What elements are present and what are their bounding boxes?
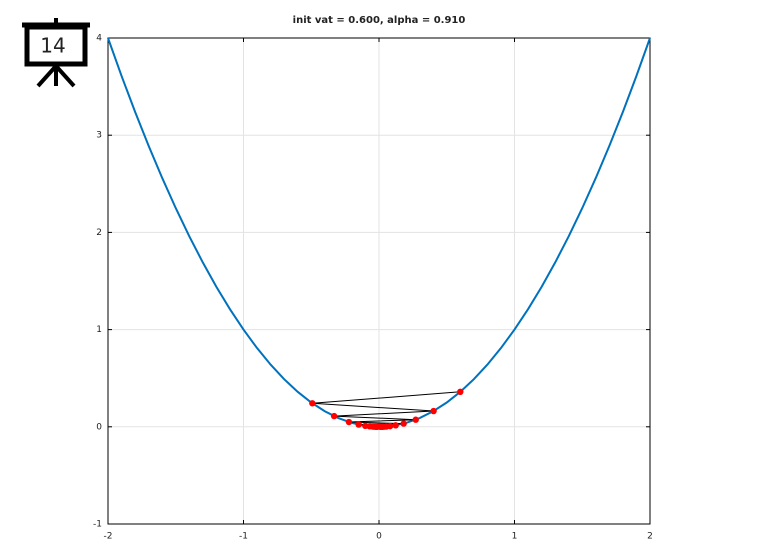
y-tick-label: 2 bbox=[96, 228, 102, 238]
icon-board bbox=[24, 24, 88, 67]
x-tick-label: 2 bbox=[647, 532, 653, 542]
y-tick-label: -1 bbox=[93, 520, 102, 530]
y-tick-label: 1 bbox=[96, 325, 102, 335]
x-tick-label: -2 bbox=[104, 532, 113, 542]
icon-leg bbox=[54, 64, 76, 88]
icon-leg bbox=[36, 64, 58, 88]
chart-title: init vat = 0.600, alpha = 0.910 bbox=[293, 15, 466, 26]
y-tick-label: 4 bbox=[96, 34, 102, 44]
step-point bbox=[400, 420, 407, 427]
step-point bbox=[330, 412, 338, 420]
step-point bbox=[355, 421, 362, 428]
slide-number: 14 bbox=[40, 34, 65, 58]
x-tick-label: 0 bbox=[376, 532, 382, 542]
step-point bbox=[345, 418, 353, 426]
step-point bbox=[412, 416, 419, 423]
y-tick-label: 3 bbox=[96, 131, 102, 141]
y-tick-label: 0 bbox=[96, 422, 102, 432]
step-point bbox=[430, 407, 437, 415]
x-tick-label: -1 bbox=[239, 532, 248, 542]
plot-frame bbox=[107, 37, 651, 525]
step-point bbox=[377, 423, 384, 430]
step-point bbox=[309, 400, 316, 407]
slide-icon: 14 bbox=[22, 18, 90, 88]
x-tick-label: 1 bbox=[512, 532, 518, 542]
step-point bbox=[392, 422, 399, 429]
step-point bbox=[457, 388, 464, 396]
